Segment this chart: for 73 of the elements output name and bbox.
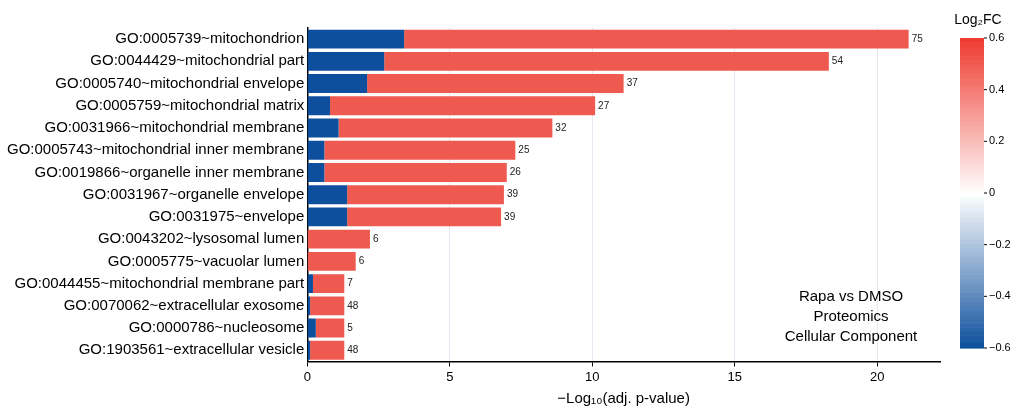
bar bbox=[307, 140, 325, 160]
bar bbox=[307, 185, 348, 205]
y-tick-label: GO:0031966~mitochondrial membrane bbox=[44, 118, 305, 136]
x-tick-label: 15 bbox=[727, 368, 743, 384]
bar bbox=[307, 96, 331, 116]
y-tick-label: GO:0043202~lysosomal lumen bbox=[97, 229, 305, 247]
bar bbox=[324, 140, 516, 160]
x-tick-label: 5 bbox=[446, 368, 454, 384]
bar bbox=[307, 118, 339, 138]
annotation: 25 bbox=[518, 144, 530, 155]
y-tick-label: GO:0044429~mitochondrial part bbox=[90, 51, 306, 69]
annotation: 54 bbox=[831, 55, 844, 67]
y-tick-label: GO:0005759~mitochondrial matrix bbox=[75, 95, 305, 113]
bar bbox=[347, 185, 504, 205]
bar bbox=[307, 318, 316, 338]
y-tick-label: GO:0031975~envelope bbox=[148, 207, 305, 225]
bar bbox=[315, 318, 345, 338]
bar bbox=[307, 74, 368, 94]
annotation: 7 bbox=[347, 277, 354, 289]
annotation: Cellular Component bbox=[784, 327, 919, 345]
bar bbox=[307, 163, 325, 182]
bar bbox=[307, 229, 370, 249]
bar bbox=[330, 96, 596, 116]
bar bbox=[324, 163, 507, 182]
annotation: Proteomics bbox=[813, 307, 889, 325]
y-tick-label: GO:0019866~organelle inner membrane bbox=[34, 162, 305, 180]
bar bbox=[312, 274, 345, 294]
annotation: 32 bbox=[555, 121, 567, 133]
y-tick-label: GO:0005775~vacuolar lumen bbox=[107, 251, 305, 269]
color-bar-label: 0.2 bbox=[989, 134, 1005, 147]
bar bbox=[310, 340, 345, 360]
bar bbox=[384, 51, 829, 71]
bar bbox=[307, 207, 348, 227]
annotation: 5 bbox=[347, 321, 354, 333]
annotation: 75 bbox=[911, 32, 924, 44]
annotation: 27 bbox=[598, 99, 610, 111]
y-tick-label: GO:0044455~mitochondrial membrane part bbox=[14, 273, 306, 291]
color-bar-title: Log₂FC bbox=[954, 11, 1002, 27]
bar bbox=[367, 74, 624, 94]
annotation: 26 bbox=[509, 166, 522, 178]
annotation: 37 bbox=[626, 77, 639, 89]
y-tick-label: GO:0000786~nucleosome bbox=[128, 318, 305, 336]
y-tick-label: GO:0031967~organelle envelope bbox=[82, 184, 305, 202]
y-tick-label: GO:0005739~mitochondrion bbox=[115, 29, 305, 47]
x-axis-title: −Log₁₀(adj. p-value) bbox=[557, 389, 690, 407]
color-bar-label: 0.4 bbox=[989, 82, 1005, 95]
bar bbox=[307, 29, 405, 49]
annotation: 48 bbox=[347, 299, 359, 311]
bar bbox=[307, 274, 313, 294]
annotation: 6 bbox=[358, 255, 365, 267]
y-tick-label: GO:0070062~extracellular exosome bbox=[63, 295, 305, 313]
annotation: 39 bbox=[504, 210, 516, 222]
color-bar-label: −0.2 bbox=[989, 237, 1011, 250]
color-bar-label: 0.6 bbox=[989, 31, 1005, 44]
y-tick-label: GO:0005740~mitochondrial envelope bbox=[55, 73, 305, 91]
color-bar-label: 0 bbox=[989, 186, 996, 199]
annotation: Rapa vs DMSO bbox=[798, 287, 904, 305]
y-tick-label: GO:0005743~mitochondrial inner membrane bbox=[6, 140, 305, 158]
annotation: 39 bbox=[506, 188, 519, 200]
x-tick-label: 20 bbox=[870, 368, 885, 384]
x-tick-label: 10 bbox=[585, 368, 600, 384]
annotation: 48 bbox=[347, 344, 359, 356]
color-bar-label: −0.4 bbox=[989, 289, 1011, 302]
bar bbox=[310, 296, 345, 316]
bar bbox=[347, 207, 502, 227]
annotation: 6 bbox=[372, 232, 379, 244]
bar bbox=[404, 29, 909, 49]
y-tick-label: GO:1903561~extracellular vesicle bbox=[78, 340, 305, 358]
bar bbox=[307, 251, 356, 271]
color-bar-label: −0.6 bbox=[989, 341, 1011, 354]
x-tick-label: 0 bbox=[303, 368, 311, 384]
bar bbox=[307, 51, 385, 71]
bar bbox=[338, 118, 553, 138]
